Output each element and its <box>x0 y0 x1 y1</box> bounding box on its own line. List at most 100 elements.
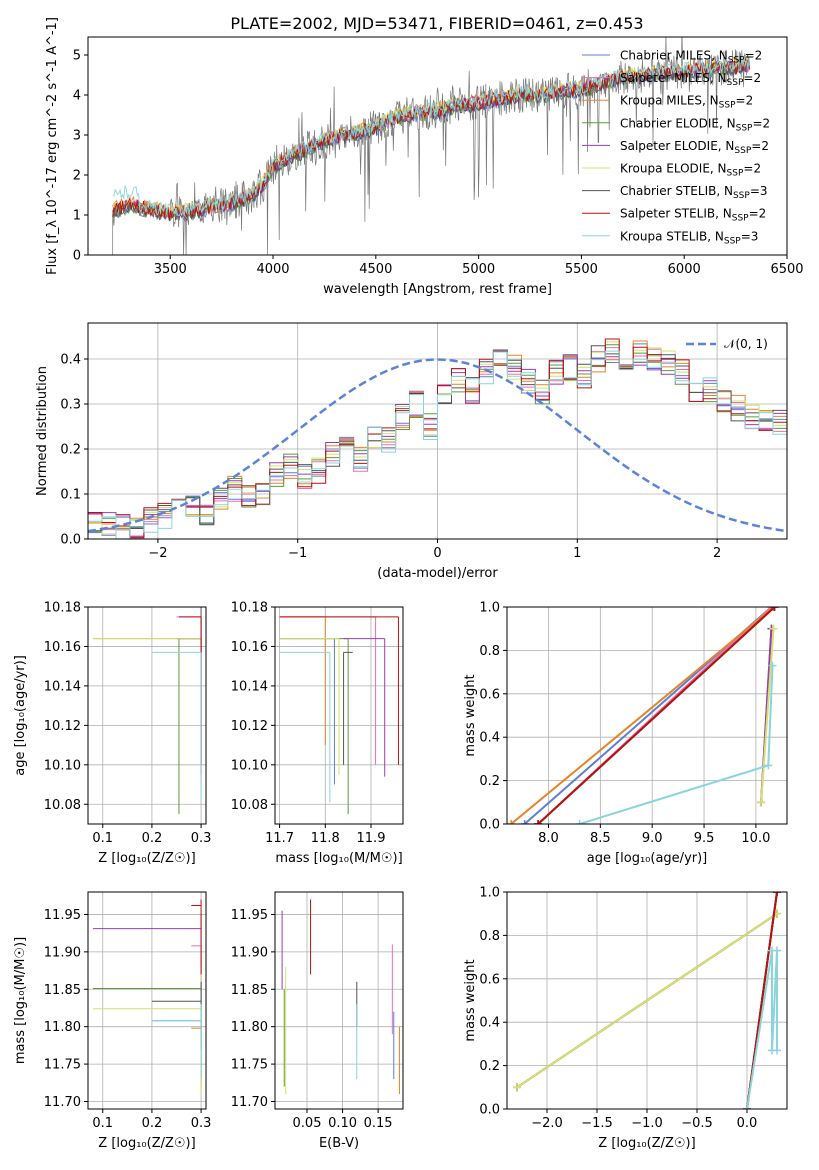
x-axis-label: wavelength [Angstrom, rest frame] <box>323 282 552 297</box>
panel-residuals: −2 −1 0 1 2 0.0 0.1 0.2 0.3 0.4 (data-model)/error… <box>35 322 788 581</box>
x-tick-label: −0.5 <box>681 1116 713 1131</box>
y-tick-label: 10.08 <box>44 798 81 813</box>
y-tick-label: 0.1 <box>60 488 81 503</box>
y-tick-label: 4 <box>73 89 81 104</box>
y-tick-label: 11.80 <box>44 1020 81 1035</box>
mass-weight-line <box>760 628 775 803</box>
y-tick-label: 0.0 <box>479 818 500 833</box>
y-tick-label: 0.3 <box>60 398 81 413</box>
y-tick-label: 11.90 <box>44 945 81 960</box>
y-tick-label: 0.8 <box>479 929 500 944</box>
histogram-step-line <box>88 338 787 539</box>
legend-entry-label: Chabrier MILES, NSSP=2 <box>620 49 762 66</box>
x-tick-label: 8.5 <box>590 831 611 846</box>
plot-area <box>92 607 202 815</box>
y-tick-label: 0.0 <box>479 1103 500 1118</box>
x-tick-label: 0.3 <box>191 1116 212 1131</box>
legend-entry-label: Kroupa MILES, NSSP=2 <box>620 94 753 111</box>
x-tick-label: 4500 <box>359 262 392 277</box>
panel-mass-vs-ebv: 0.05 0.10 0.15 11.70 11.75 11.80 11.85 11.90 11.… <box>231 891 404 1151</box>
y-tick-label: 10.12 <box>44 719 81 734</box>
mass-weight-line <box>516 912 778 1089</box>
plot-area <box>92 899 202 1095</box>
y-tick-label: 0.6 <box>479 687 500 702</box>
y-tick-label: 11.95 <box>231 908 268 923</box>
plot-area <box>507 607 779 824</box>
x-tick-label: −2.0 <box>531 1116 563 1131</box>
x-tick-label: 3500 <box>154 262 187 277</box>
y-axis-label: mass weight <box>463 959 478 1041</box>
panel-weight-vs-Z: −2.0 −1.5 −1.0 −0.5 0.0 0.0 0.2 0.4 0.6 0.8 1.0 Z [… <box>463 886 788 1151</box>
y-tick-label: 0 <box>73 249 81 264</box>
x-axis-label: Z [log₁₀(Z/Z☉)] <box>98 851 195 866</box>
y-tick-label: 0.2 <box>479 774 500 789</box>
legend-entry-label: Kroupa ELODIE, NSSP=2 <box>620 162 761 179</box>
y-axis-label: age [log₁₀(age/yr)] <box>13 655 28 776</box>
y-tick-label: 11.80 <box>231 1020 268 1035</box>
y-tick-label: 1 <box>73 209 81 224</box>
histogram-step-line <box>88 345 787 539</box>
gaussian-curve <box>88 358 787 533</box>
y-tick-label: 10.16 <box>44 640 81 655</box>
x-tick-label: 4000 <box>256 262 289 277</box>
x-tick-label: −2 <box>148 546 167 561</box>
x-tick-label: 0.1 <box>92 1116 113 1131</box>
axes-frame <box>87 891 207 1110</box>
axes-frame <box>506 606 788 825</box>
histogram-step-line <box>88 340 787 525</box>
x-tick-label: 2 <box>713 546 721 561</box>
x-tick-label: −1 <box>288 546 307 561</box>
x-tick-label: 5500 <box>565 262 598 277</box>
x-tick-label: −1.5 <box>581 1116 613 1131</box>
mass-weight-line <box>537 607 776 824</box>
y-tick-label: 5 <box>73 49 81 64</box>
x-tick-label: 0.05 <box>293 1116 322 1131</box>
plot-area <box>279 616 399 815</box>
x-axis-label: E(B-V) <box>319 1136 359 1151</box>
x-tick-label: 6000 <box>668 262 701 277</box>
mass-weight-line <box>579 665 774 824</box>
y-tick-label: 11.85 <box>231 983 268 998</box>
observed-spectrum-line <box>112 37 751 255</box>
y-tick-label: 0.2 <box>479 1059 500 1074</box>
legend-entry-label: Kroupa STELIB, NSSP=3 <box>620 229 758 246</box>
y-tick-label: 0.4 <box>479 731 500 746</box>
x-axis-label: (data-model)/error <box>377 566 498 581</box>
y-tick-label: 10.18 <box>44 601 81 616</box>
mass-weight-line <box>510 607 775 824</box>
panel-age-vs-Z: 0.1 0.2 0.3 10.08 10.10 10.12 10.14 10.16 10.18 Z… <box>13 601 211 867</box>
x-tick-label: 0.0 <box>737 1116 758 1131</box>
y-tick-label: 0.8 <box>479 644 500 659</box>
plot-area <box>513 892 781 1109</box>
x-tick-label: 6500 <box>770 262 803 277</box>
panel-mass-vs-Z: 0.1 0.2 0.3 11.70 11.75 11.80 11.85 11.90 11.95 Z… <box>13 891 212 1151</box>
x-tick-label: 0.2 <box>142 1116 163 1131</box>
x-tick-label: 11.8 <box>311 831 340 846</box>
y-tick-label: 10.10 <box>44 758 81 773</box>
y-tick-label: 3 <box>73 129 81 144</box>
legend-entry-label: 𝒩(0, 1) <box>724 337 768 351</box>
histogram-step-line <box>88 350 787 538</box>
x-tick-label: 11.7 <box>265 831 294 846</box>
y-tick-label: 1.0 <box>479 886 500 901</box>
panel-spectrum: 3500 4000 4500 5000 5500 6000 6500 0 1 2 3 4 5 wavele… <box>45 17 804 297</box>
y-tick-label: 0.0 <box>60 533 81 548</box>
plot-area <box>281 899 400 1095</box>
plot-area <box>112 37 751 255</box>
y-axis-label: mass weight <box>463 674 478 756</box>
x-tick-label: 5000 <box>462 262 495 277</box>
x-tick-label: 8.0 <box>538 831 559 846</box>
y-tick-label: 0.4 <box>60 353 81 368</box>
figure-title: PLATE=2002, MJD=53471, FIBERID=0461, z=0… <box>230 14 643 33</box>
x-axis-label: Z [log₁₀(Z/Z☉)] <box>598 1136 695 1151</box>
panel-weight-vs-age: 8.0 8.5 9.0 9.5 10.0 0.0 0.2 0.4 0.6 0.8 1.0 age [l… <box>463 601 788 866</box>
y-tick-label: 11.90 <box>231 945 268 960</box>
x-axis-label: Z [log₁₀(Z/Z☉)] <box>98 1136 195 1151</box>
x-tick-label: 1 <box>573 546 581 561</box>
y-tick-label: 1.0 <box>479 601 500 616</box>
plot-area <box>88 338 787 539</box>
y-tick-label: 11.70 <box>44 1095 81 1110</box>
y-tick-label: 0.2 <box>60 443 81 458</box>
x-tick-label: 0 <box>433 546 441 561</box>
